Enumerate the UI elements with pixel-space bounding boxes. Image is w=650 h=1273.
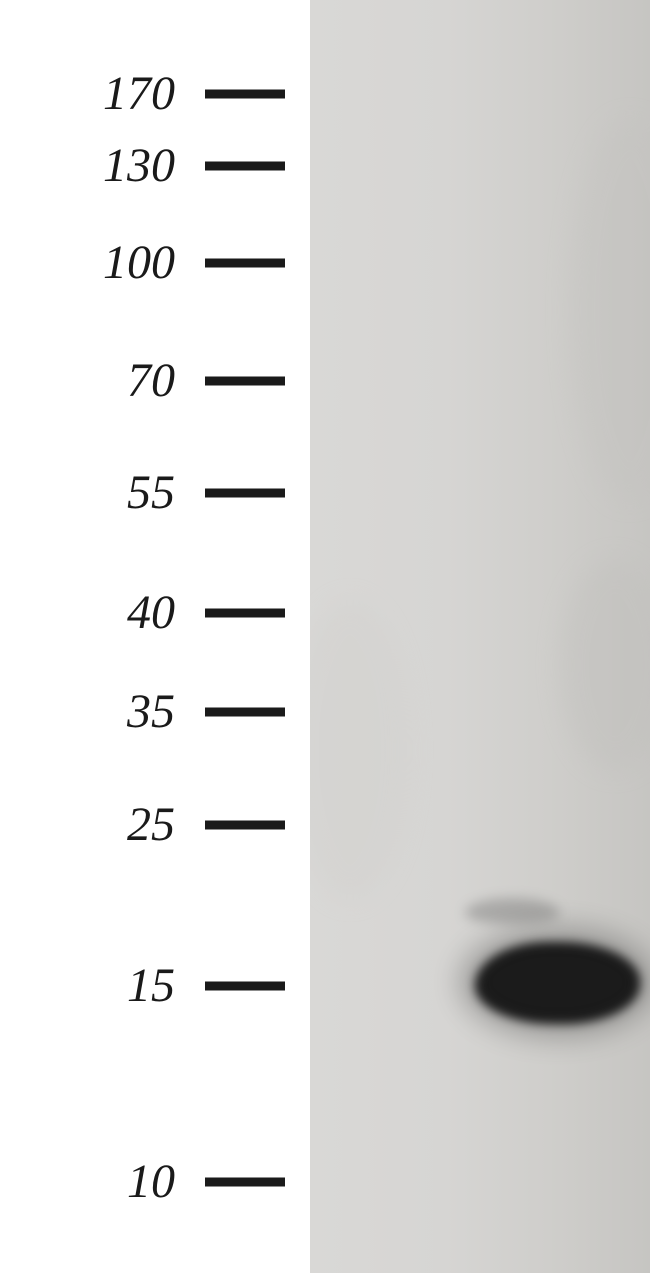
ladder-label-130: 130 [103,142,175,190]
main-band-halo [460,927,650,1037]
ladder-tick-130 [205,162,285,171]
ladder-tick-55 [205,489,285,498]
ladder-label-100: 100 [103,239,175,287]
ladder-label-25: 25 [127,801,175,849]
ladder-label-40: 40 [127,589,175,637]
ladder-tick-10 [205,1178,285,1187]
ladder-tick-15 [205,982,285,991]
lane-smudge-0 [570,120,650,500]
faint-upper-band [465,898,560,924]
ladder-tick-35 [205,708,285,717]
ladder-label-55: 55 [127,469,175,517]
ladder-label-15: 15 [127,962,175,1010]
lane-smudge-1 [310,600,410,900]
lane-smudge-2 [560,560,650,770]
ladder-tick-25 [205,821,285,830]
blot-lane [310,0,650,1273]
ladder-label-35: 35 [127,688,175,736]
ladder-tick-170 [205,90,285,99]
ladder-tick-100 [205,259,285,268]
western-blot-figure: 170 130 100 70 55 40 35 25 15 10 [0,0,650,1273]
ladder-label-70: 70 [127,357,175,405]
ladder-tick-40 [205,609,285,618]
ladder-tick-70 [205,377,285,386]
ladder-label-170: 170 [103,70,175,118]
ladder-label-10: 10 [127,1158,175,1206]
